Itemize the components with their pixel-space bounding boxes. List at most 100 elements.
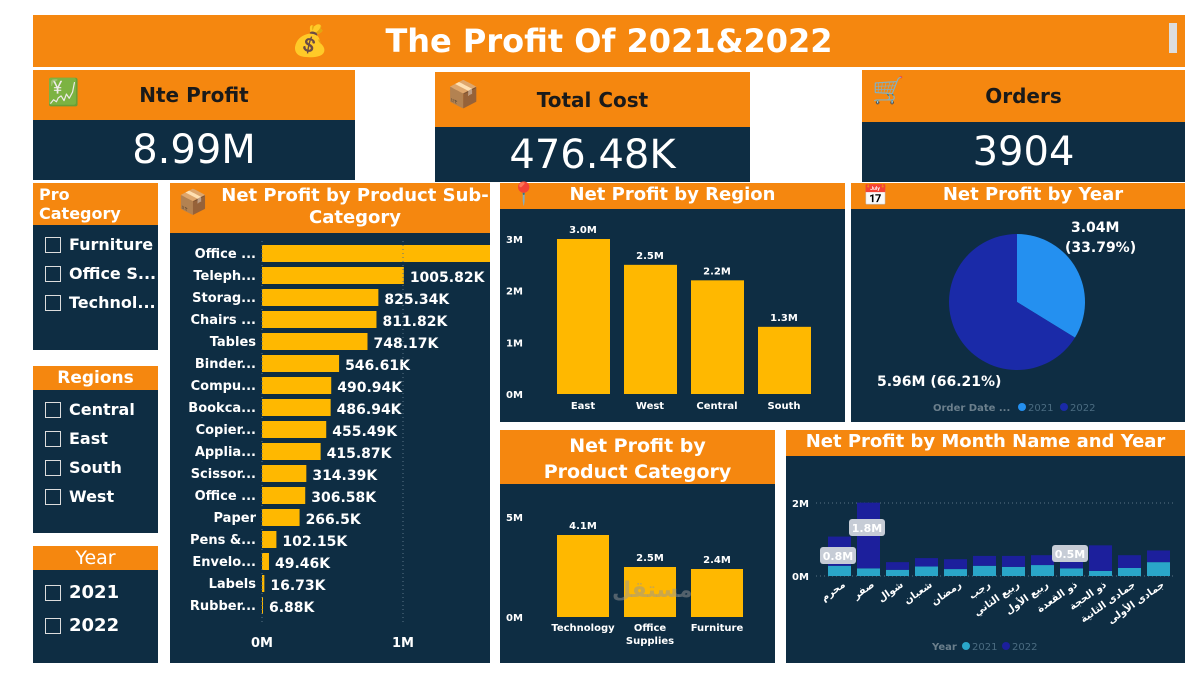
chart-title: Net Profit by Month Name and Year	[786, 430, 1185, 456]
x-tick-label: 1M	[392, 636, 414, 651]
data-label: 546.61K	[345, 358, 411, 374]
data-label: 1005.82K	[410, 270, 486, 286]
bar-2022	[886, 562, 909, 570]
data-label: 2.4M	[703, 555, 731, 566]
bar-2021	[973, 565, 996, 576]
legend-title: Order Date ...	[933, 403, 1010, 414]
checkbox[interactable]	[45, 236, 61, 253]
checkbox[interactable]	[45, 488, 61, 505]
data-label: 2.5M	[636, 553, 664, 564]
kpi-total-cost-header: 📦 Total Cost	[435, 72, 750, 127]
bar	[624, 264, 677, 394]
slicer-item-2021[interactable]: 2021	[45, 582, 158, 603]
slicer-item-furniture[interactable]: Furniture	[45, 235, 158, 254]
category-label: Technology	[551, 623, 615, 634]
category-label: Bookca...	[188, 401, 256, 416]
slicer-item-technology[interactable]: Technol...	[45, 293, 158, 312]
checkbox[interactable]	[45, 294, 61, 311]
data-label: 102.15K	[282, 534, 348, 550]
data-label: 266.5K	[306, 512, 362, 528]
month-label: صفر	[851, 579, 877, 602]
category-label: Furniture	[691, 623, 744, 634]
checkbox[interactable]	[45, 584, 61, 601]
region-chart-panel: 📍 Net Profit by Region 0M 1M 2M 3M 3.0M East 2.…	[500, 183, 845, 422]
legend-title: Year	[931, 642, 957, 653]
category-label: Storag...	[192, 291, 256, 306]
category-label: West	[636, 401, 664, 412]
x-tick-label: 0M	[251, 636, 273, 651]
bar	[262, 245, 565, 262]
y-tick-label: 0M	[506, 613, 523, 624]
map-pin-icon: 📍	[510, 182, 538, 207]
chart-title-text: Net Profit by Region	[569, 184, 776, 205]
month-label: رمضان	[929, 579, 963, 608]
bar	[262, 575, 265, 592]
y-tick-label: 1M	[506, 338, 523, 349]
slicer-item-office-supplies[interactable]: Office S...	[45, 264, 158, 283]
subcategory-chart-panel: 📦 Net Profit by Product Sub-Category Offi…	[170, 183, 621, 663]
bar-2022	[915, 558, 938, 567]
regions-slicer: Regions Central East South West	[33, 366, 158, 533]
slicer-item-east[interactable]: East	[45, 429, 158, 448]
legend-item: 2022	[1070, 403, 1095, 414]
y-tick-label: 5M	[506, 513, 523, 524]
data-label-box	[849, 519, 885, 536]
checkbox[interactable]	[45, 617, 61, 634]
checkbox[interactable]	[45, 430, 61, 447]
category-label: Compu...	[191, 379, 256, 394]
bar-2022	[1118, 555, 1141, 568]
legend-dot	[1060, 403, 1068, 411]
data-label: 811.82K	[382, 314, 448, 330]
subcategory-bar-chart: Office ...2145KTeleph...1005.82KStorag..…	[188, 241, 621, 651]
data-label: 314.39K	[312, 468, 378, 484]
slicer-item-south[interactable]: South	[45, 458, 158, 477]
year-pie-chart: 3.04M (33.79%) 5.96M (66.21%) Order Date ..…	[877, 220, 1136, 414]
category-label: South	[767, 401, 800, 412]
slicer-item-central[interactable]: Central	[45, 400, 158, 419]
y-tick-label: 0M	[792, 572, 809, 583]
legend-item: 2022	[1012, 642, 1037, 653]
checkbox[interactable]	[45, 401, 61, 418]
legend-dot	[962, 642, 970, 650]
legend-dot	[1018, 403, 1026, 411]
money-chart-icon: 💹	[47, 78, 80, 108]
bar-2022	[973, 555, 996, 566]
category-label: Scissor...	[191, 467, 256, 482]
kpi-label: Total Cost	[536, 87, 649, 112]
slicer-item-west[interactable]: West	[45, 487, 158, 506]
item-label: 2022	[69, 615, 120, 636]
bar	[624, 567, 676, 617]
scrollbar[interactable]	[1169, 23, 1177, 53]
item-label: Office S...	[69, 264, 157, 283]
legend-dot	[1002, 642, 1010, 650]
item-label: Technol...	[69, 293, 156, 312]
data-label: 748.17K	[373, 336, 439, 352]
data-label: 1.8M	[852, 522, 882, 535]
checkbox[interactable]	[45, 265, 61, 282]
slice-pct: (33.79%)	[1065, 240, 1136, 256]
pie-slice-2022	[949, 234, 1075, 370]
bar	[557, 239, 610, 394]
bar	[262, 355, 340, 372]
slicer-item-2022[interactable]: 2022	[45, 615, 158, 636]
bar	[262, 553, 269, 570]
slice-label: 3.04M	[1071, 220, 1119, 236]
bar-2022	[1002, 555, 1025, 567]
data-label: 415.87K	[327, 446, 393, 462]
item-label: East	[69, 429, 108, 448]
data-label: 486.94K	[337, 402, 403, 418]
kpi-orders-value: 3904	[862, 122, 1185, 182]
kpi-label: Orders	[985, 84, 1062, 108]
money-chart-icon: 💰	[291, 23, 329, 59]
category-label: Applia...	[195, 445, 256, 460]
bar	[262, 399, 331, 416]
category-label: Labels	[209, 577, 257, 592]
bar-2021	[1060, 568, 1083, 576]
bar	[262, 421, 327, 438]
category-label: Paper	[214, 511, 257, 526]
legend-item: 2021	[972, 642, 997, 653]
category-label: Office ...	[195, 489, 256, 504]
checkbox[interactable]	[45, 459, 61, 476]
bar	[262, 509, 300, 526]
bar-2021	[886, 569, 909, 576]
